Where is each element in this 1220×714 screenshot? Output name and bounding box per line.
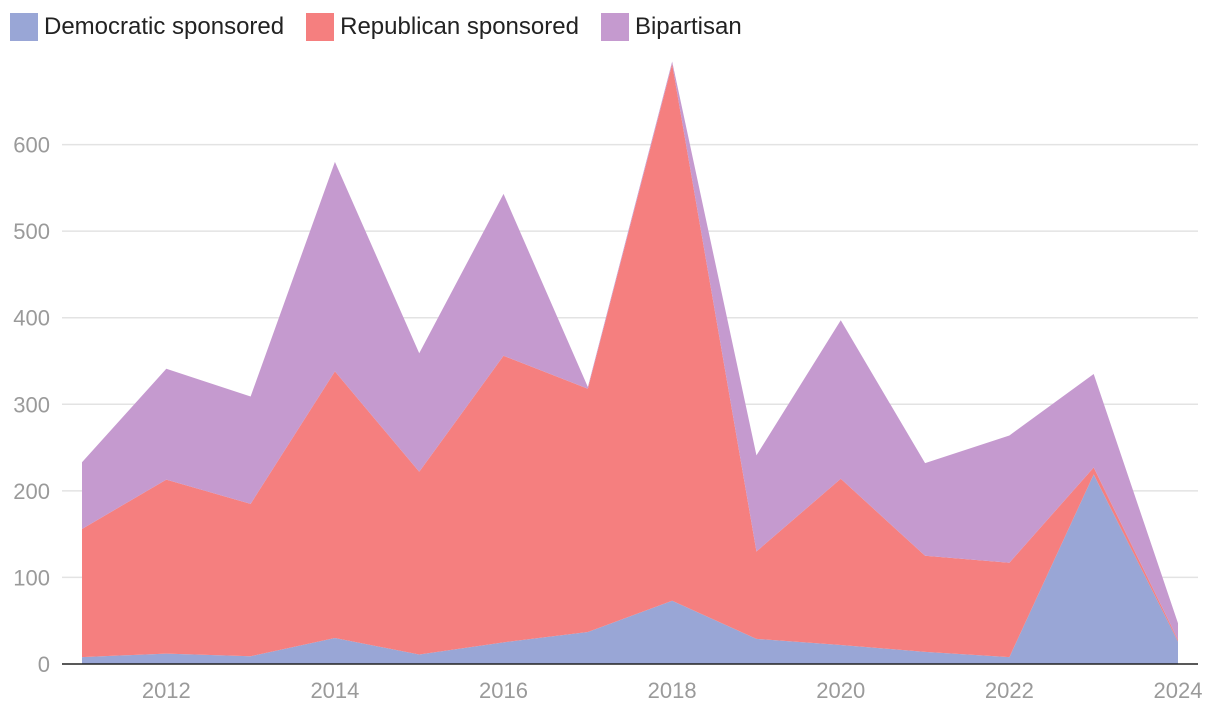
y-tick-labels: 0 100 200 300 400 500 600: [13, 133, 50, 677]
x-tick-labels: 2012 2014 2016 2018 2020 2022 2024: [142, 678, 1203, 703]
stacked-areas: [82, 61, 1178, 664]
x-tick-label: 2020: [816, 678, 865, 703]
legend-item-bipartisan: Bipartisan: [600, 13, 742, 41]
area-bipartisan: [82, 61, 1178, 640]
legend: Democratic sponsored Republican sponsore…: [10, 10, 764, 44]
x-tick-label: 2024: [1154, 678, 1203, 703]
x-tick-label: 2018: [648, 678, 697, 703]
y-tick-label: 500: [13, 219, 50, 244]
y-tick-label: 200: [13, 479, 50, 504]
legend-item-republican: Republican sponsored: [306, 13, 579, 41]
x-tick-label: 2014: [310, 678, 359, 703]
area-democratic-sponsored: [82, 474, 1178, 664]
legend-label-democratic: Democratic sponsored: [44, 13, 285, 40]
x-tick-label: 2016: [479, 678, 528, 703]
area-republican-sponsored: [82, 64, 1178, 658]
x-tick-label: 2012: [142, 678, 191, 703]
legend-swatch-democratic: [10, 13, 38, 41]
legend-swatch-republican: [306, 13, 335, 41]
legend-item-democratic: Democratic sponsored: [10, 13, 284, 41]
legend-label-bipartisan: Bipartisan: [634, 13, 742, 40]
legend-swatch-bipartisan: [600, 13, 629, 41]
legend-label-republican: Republican sponsored: [340, 13, 579, 40]
x-tick-label: 2022: [985, 678, 1034, 703]
y-tick-label: 300: [13, 392, 50, 417]
y-tick-label: 0: [38, 652, 50, 677]
y-tick-label: 600: [13, 133, 50, 158]
y-tick-label: 400: [13, 306, 50, 331]
y-tick-label: 100: [13, 565, 50, 590]
